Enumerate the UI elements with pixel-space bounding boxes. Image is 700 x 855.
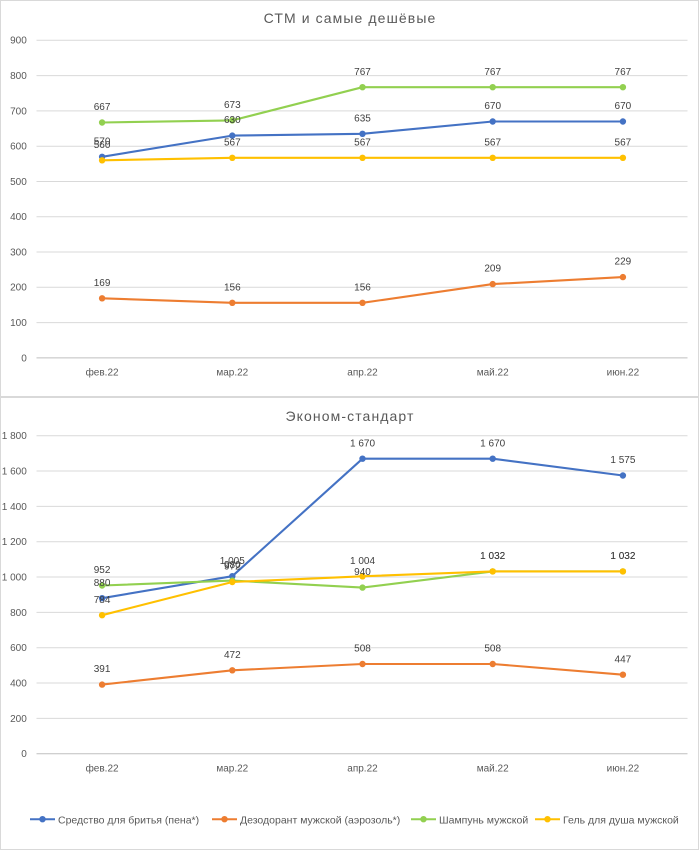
svg-text:апр.22: апр.22 xyxy=(347,367,378,378)
svg-text:200: 200 xyxy=(10,714,27,725)
svg-text:900: 900 xyxy=(10,36,27,47)
svg-text:0: 0 xyxy=(21,353,27,364)
svg-text:700: 700 xyxy=(10,106,27,117)
svg-text:июн.22: июн.22 xyxy=(607,763,640,774)
svg-text:209: 209 xyxy=(484,264,501,275)
svg-text:1 670: 1 670 xyxy=(350,438,375,449)
svg-text:567: 567 xyxy=(224,137,241,148)
svg-text:972: 972 xyxy=(224,562,241,573)
svg-text:мар.22: мар.22 xyxy=(216,763,248,774)
svg-text:600: 600 xyxy=(10,142,27,153)
svg-text:фев.22: фев.22 xyxy=(86,366,119,378)
svg-text:СТМ и самые дешёвые: СТМ и самые дешёвые xyxy=(264,10,437,26)
svg-text:630: 630 xyxy=(224,115,241,126)
svg-text:567: 567 xyxy=(354,137,371,148)
svg-text:673: 673 xyxy=(224,100,241,111)
svg-text:1 670: 1 670 xyxy=(480,438,505,449)
svg-text:940: 940 xyxy=(354,567,371,578)
svg-text:0: 0 xyxy=(21,749,27,760)
svg-text:май.22: май.22 xyxy=(477,763,509,774)
svg-text:472: 472 xyxy=(224,650,241,661)
svg-text:508: 508 xyxy=(354,644,371,655)
svg-text:200: 200 xyxy=(10,283,27,294)
svg-text:560: 560 xyxy=(94,140,111,151)
svg-text:100: 100 xyxy=(10,318,27,329)
svg-text:784: 784 xyxy=(94,595,111,606)
svg-text:Средство для бритья (пена*): Средство для бритья (пена*) xyxy=(58,814,199,826)
svg-text:1 032: 1 032 xyxy=(480,551,505,562)
svg-text:800: 800 xyxy=(10,608,27,619)
svg-text:май.22: май.22 xyxy=(477,367,509,378)
svg-text:Эконом-стандарт: Эконом-стандарт xyxy=(285,408,414,424)
svg-text:980: 980 xyxy=(224,560,241,571)
svg-text:Дезодорант мужской (аэрозоль*): Дезодорант мужской (аэрозоль*) xyxy=(240,814,400,826)
svg-text:1 032: 1 032 xyxy=(480,551,505,562)
svg-text:880: 880 xyxy=(94,578,111,589)
svg-text:670: 670 xyxy=(484,101,501,112)
svg-text:1 600: 1 600 xyxy=(2,466,27,477)
svg-text:фев.22: фев.22 xyxy=(86,762,119,774)
svg-text:635: 635 xyxy=(354,113,371,124)
svg-text:156: 156 xyxy=(224,282,241,293)
svg-text:300: 300 xyxy=(10,247,27,258)
svg-text:Шампунь мужской: Шампунь мужской xyxy=(439,814,528,826)
svg-text:мар.22: мар.22 xyxy=(216,367,248,378)
svg-text:391: 391 xyxy=(94,664,111,675)
svg-text:400: 400 xyxy=(10,212,27,223)
svg-text:1 575: 1 575 xyxy=(610,455,635,466)
svg-text:1 032: 1 032 xyxy=(610,551,635,562)
svg-text:Гель для душа мужской: Гель для душа мужской xyxy=(563,814,679,826)
svg-text:156: 156 xyxy=(354,282,371,293)
svg-text:447: 447 xyxy=(615,654,632,665)
svg-text:1 200: 1 200 xyxy=(2,537,27,548)
svg-text:400: 400 xyxy=(10,678,27,689)
svg-text:567: 567 xyxy=(484,137,501,148)
svg-text:169: 169 xyxy=(94,278,111,289)
svg-text:июн.22: июн.22 xyxy=(607,367,640,378)
svg-text:508: 508 xyxy=(484,644,501,655)
svg-text:952: 952 xyxy=(94,565,111,576)
svg-text:1 032: 1 032 xyxy=(610,551,635,562)
svg-text:767: 767 xyxy=(484,67,501,78)
svg-text:800: 800 xyxy=(10,71,27,82)
svg-text:500: 500 xyxy=(10,177,27,188)
svg-text:1 005: 1 005 xyxy=(220,556,245,567)
svg-text:600: 600 xyxy=(10,643,27,654)
svg-text:1 800: 1 800 xyxy=(2,431,27,442)
svg-text:1 000: 1 000 xyxy=(2,572,27,583)
svg-text:1 004: 1 004 xyxy=(350,556,375,567)
svg-text:апр.22: апр.22 xyxy=(347,763,378,774)
svg-text:1 400: 1 400 xyxy=(2,502,27,513)
svg-text:670: 670 xyxy=(615,101,632,112)
svg-text:229: 229 xyxy=(615,257,632,268)
svg-text:667: 667 xyxy=(94,102,111,113)
svg-text:767: 767 xyxy=(354,67,371,78)
svg-text:567: 567 xyxy=(615,137,632,148)
svg-text:767: 767 xyxy=(615,67,632,78)
svg-text:570: 570 xyxy=(94,136,111,147)
